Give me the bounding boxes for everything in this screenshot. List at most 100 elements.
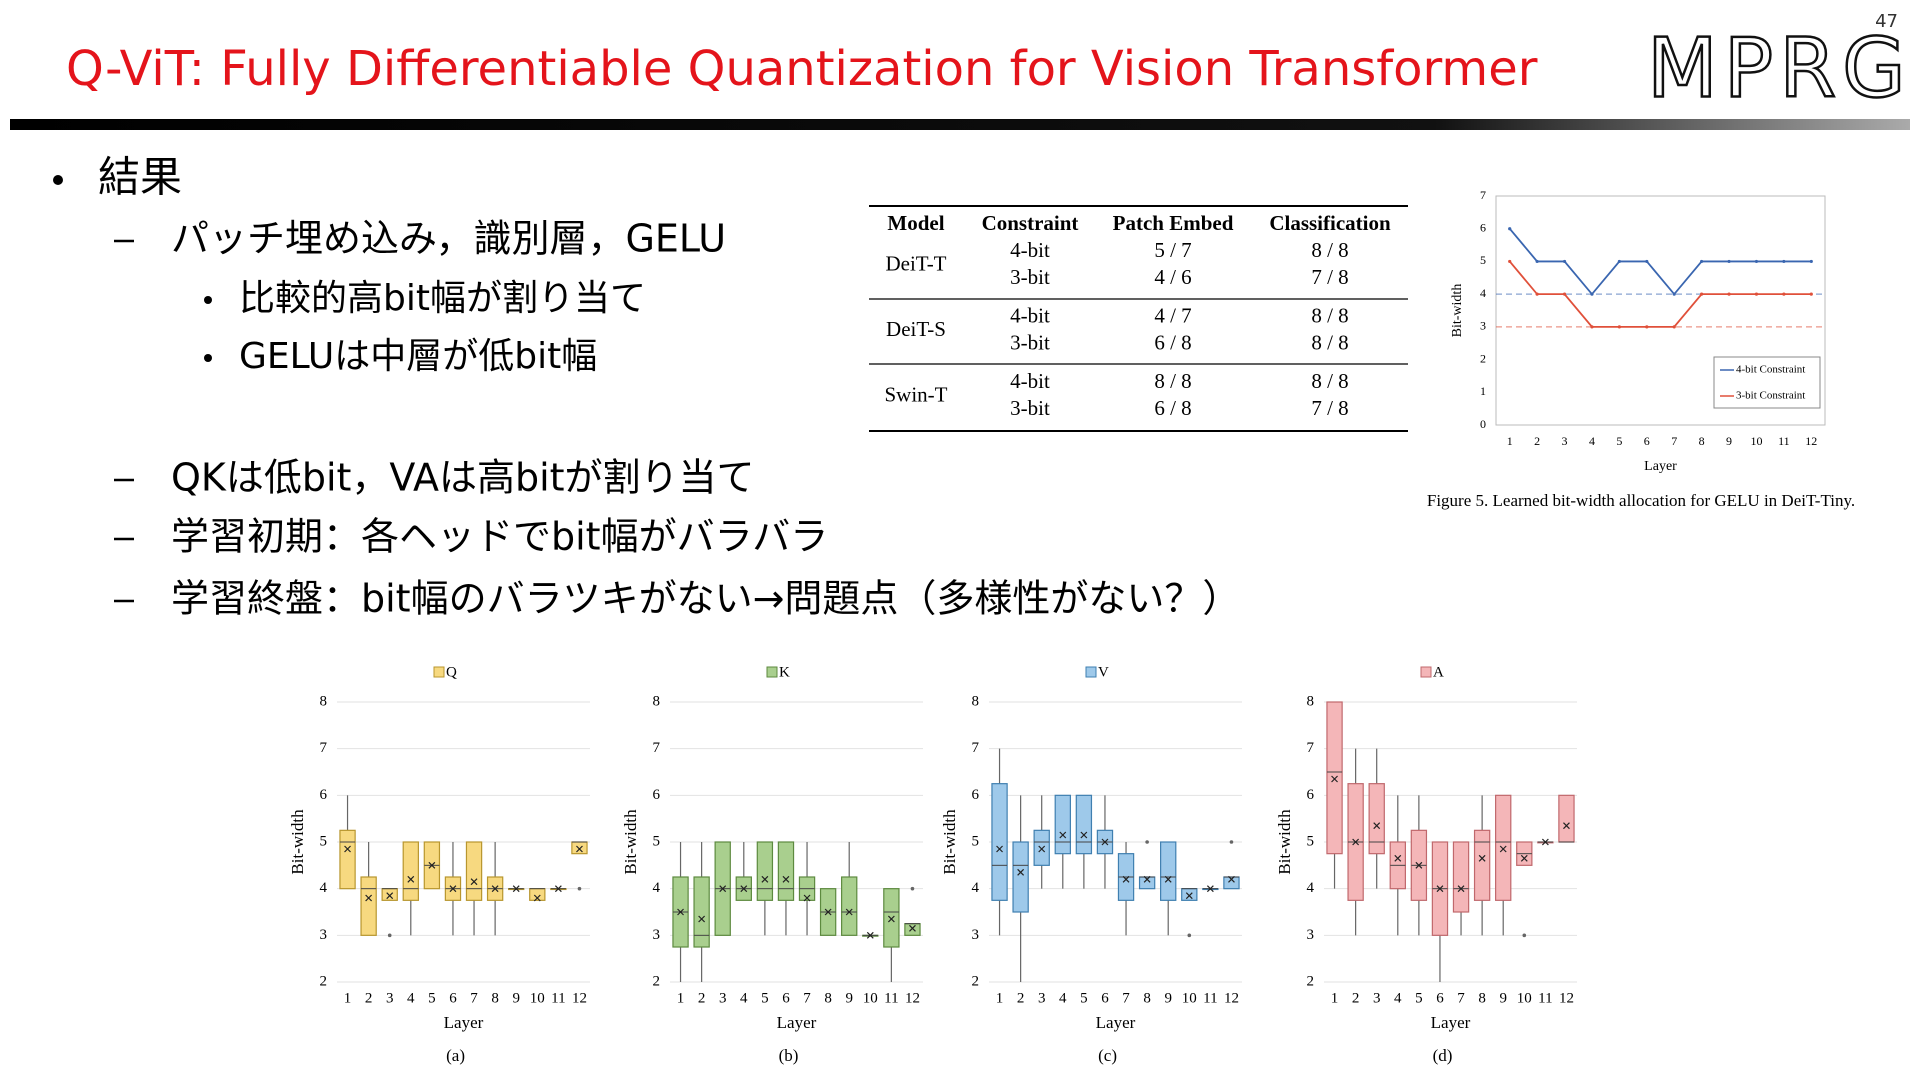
x-tick-label: 12 (1805, 434, 1817, 448)
mean-stroke (1499, 845, 1507, 853)
y-axis-label: Bit-width (1275, 809, 1294, 875)
mean-marker (1499, 845, 1507, 853)
y-tick-label: 4 (653, 880, 661, 896)
bullet-text: パッチ埋め込み，識別層，GELU (171, 217, 726, 261)
point (1809, 292, 1813, 296)
mean-marker (1206, 885, 1214, 893)
y-tick-label: 3 (1480, 319, 1486, 333)
mean-stroke (1457, 885, 1465, 893)
x-tick-label: 10 (863, 990, 878, 1006)
slide-number: 47 (1875, 11, 1898, 32)
table-cell: 3-bit (1010, 330, 1050, 354)
legend-label: 4-bit Constraint (1736, 364, 1805, 376)
x-tick-label: 8 (824, 990, 832, 1006)
mean-stroke (887, 915, 895, 923)
y-tick-label: 7 (1480, 188, 1486, 202)
mean-marker (698, 915, 706, 923)
point (1672, 325, 1676, 329)
mean-stroke (866, 931, 874, 939)
mean-marker (866, 931, 874, 939)
x-tick-label: 3 (1038, 990, 1046, 1006)
mean-stroke (996, 845, 1003, 853)
mean-marker (803, 894, 811, 902)
table-cell: 4-bit (1010, 238, 1050, 262)
mean-marker (365, 894, 373, 902)
x-tick-label: 1 (1331, 990, 1339, 1006)
legend-swatch (433, 666, 445, 678)
x-axis-label: Layer (1644, 459, 1677, 474)
y-tick-label: 5 (972, 833, 980, 849)
box (1495, 794, 1512, 901)
mean-marker (1080, 831, 1088, 839)
mean-stroke (1394, 854, 1402, 862)
mean-stroke (1436, 885, 1444, 893)
mean-marker (1394, 854, 1402, 862)
legend-label: V (1098, 664, 1109, 680)
mean-stroke (1059, 831, 1067, 839)
box (841, 876, 858, 936)
mean-marker (677, 908, 684, 916)
sub-caption: (d) (1433, 1046, 1453, 1065)
mean-stroke (1331, 775, 1338, 783)
legend-swatch (766, 666, 778, 678)
x-tick-label: 8 (491, 990, 499, 1006)
mean-marker (1017, 868, 1025, 876)
mean-stroke (449, 885, 457, 893)
y-tick-label: 7 (972, 740, 980, 756)
mean-marker (845, 908, 853, 916)
y-tick-label: 4 (1307, 880, 1315, 896)
mean-marker (576, 845, 583, 853)
mean-marker (1478, 854, 1486, 862)
outlier (1522, 933, 1527, 938)
mean-marker (1143, 875, 1151, 883)
mean-marker (1059, 831, 1067, 839)
mean-marker (1228, 875, 1235, 883)
y-tick-label: 2 (320, 973, 328, 989)
table-header: Model (887, 211, 944, 235)
y-tick-label: 5 (1307, 833, 1315, 849)
mean-marker (761, 875, 769, 883)
sub-caption: (b) (779, 1046, 799, 1065)
y-axis-label: Bit-width (1450, 284, 1465, 338)
point (1727, 259, 1731, 264)
y-tick-label: 2 (1480, 351, 1486, 365)
x-axis-label: Layer (777, 1013, 817, 1032)
x-tick-label: 4 (407, 990, 415, 1006)
point (1782, 292, 1786, 296)
box (402, 841, 419, 901)
y-tick-label: 2 (972, 973, 980, 989)
bullet-text: 比較的高bit幅が割り当て (239, 278, 646, 319)
y-tick-label: 4 (320, 880, 328, 896)
y-tick-label: 5 (320, 833, 328, 849)
box (381, 888, 398, 901)
box (693, 876, 710, 948)
point (1562, 292, 1567, 296)
x-tick-label: 5 (1616, 434, 1622, 448)
point (1508, 259, 1512, 264)
x-tick-label: 8 (1478, 990, 1486, 1006)
box (1452, 841, 1470, 913)
bullet-text: 学習初期：各ヘッドでbit幅がバラバラ (171, 515, 828, 559)
box (1368, 783, 1385, 855)
title-bar (10, 119, 1910, 130)
mean-marker (428, 861, 436, 869)
outlier (387, 933, 392, 938)
x-tick-label: 6 (782, 990, 790, 1006)
mean-marker (782, 875, 790, 883)
table-cell: 6 / 8 (1154, 330, 1191, 354)
table-cell: 7 / 8 (1311, 396, 1348, 420)
table-cell: 4 / 6 (1154, 265, 1191, 289)
mean-stroke (1206, 885, 1214, 893)
table-cell: 8 / 8 (1311, 303, 1348, 327)
mean-stroke (719, 885, 727, 893)
point (1782, 259, 1786, 264)
x-tick-label: 9 (845, 990, 853, 1006)
table-model: DeiT-S (886, 317, 946, 341)
x-tick-label: 7 (1457, 990, 1465, 1006)
point (1617, 325, 1621, 329)
x-tick-label: 8 (1143, 990, 1151, 1006)
mean-stroke (1122, 875, 1130, 883)
x-tick-label: 10 (1517, 990, 1532, 1006)
x-tick-label: 3 (719, 990, 727, 1006)
mean-stroke (845, 908, 853, 916)
